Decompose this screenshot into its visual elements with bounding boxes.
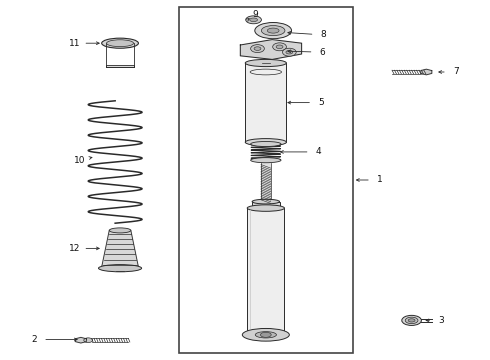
Ellipse shape <box>282 48 296 56</box>
Bar <box>179 7 353 353</box>
Text: 2: 2 <box>31 335 37 344</box>
Ellipse shape <box>255 22 292 39</box>
Ellipse shape <box>84 338 93 343</box>
Text: 9: 9 <box>252 10 258 19</box>
Ellipse shape <box>102 38 138 48</box>
Ellipse shape <box>249 18 258 22</box>
Text: 4: 4 <box>316 148 321 156</box>
Text: 6: 6 <box>319 48 325 57</box>
Ellipse shape <box>261 332 271 337</box>
Ellipse shape <box>272 43 286 51</box>
Text: 1: 1 <box>377 175 383 184</box>
Ellipse shape <box>408 319 415 322</box>
Ellipse shape <box>268 28 279 33</box>
Ellipse shape <box>250 45 265 53</box>
Text: 3: 3 <box>438 316 444 325</box>
Bar <box>245 63 286 142</box>
Ellipse shape <box>245 59 286 67</box>
Ellipse shape <box>107 40 133 46</box>
Ellipse shape <box>252 206 280 210</box>
Polygon shape <box>101 230 139 268</box>
Bar <box>261 163 270 202</box>
Ellipse shape <box>245 139 286 146</box>
Text: 5: 5 <box>318 98 324 107</box>
Ellipse shape <box>405 317 418 324</box>
Ellipse shape <box>402 315 421 325</box>
Ellipse shape <box>276 45 283 49</box>
Ellipse shape <box>98 265 142 272</box>
Text: 10: 10 <box>74 156 85 165</box>
Ellipse shape <box>109 228 131 233</box>
Ellipse shape <box>251 158 281 163</box>
Ellipse shape <box>245 16 262 24</box>
Ellipse shape <box>247 205 284 211</box>
Polygon shape <box>75 337 86 343</box>
Text: 12: 12 <box>69 244 80 253</box>
Ellipse shape <box>242 328 289 341</box>
Ellipse shape <box>252 199 280 204</box>
Polygon shape <box>421 69 432 75</box>
Ellipse shape <box>261 26 285 36</box>
Ellipse shape <box>254 47 261 50</box>
Bar <box>247 208 284 335</box>
Ellipse shape <box>255 332 276 338</box>
Text: 11: 11 <box>69 39 80 48</box>
Ellipse shape <box>247 332 284 338</box>
Text: 8: 8 <box>320 31 326 40</box>
Bar <box>106 65 134 67</box>
Ellipse shape <box>286 50 293 54</box>
Polygon shape <box>240 40 301 59</box>
Ellipse shape <box>251 141 281 147</box>
Bar <box>252 202 280 208</box>
Text: 7: 7 <box>453 68 459 77</box>
